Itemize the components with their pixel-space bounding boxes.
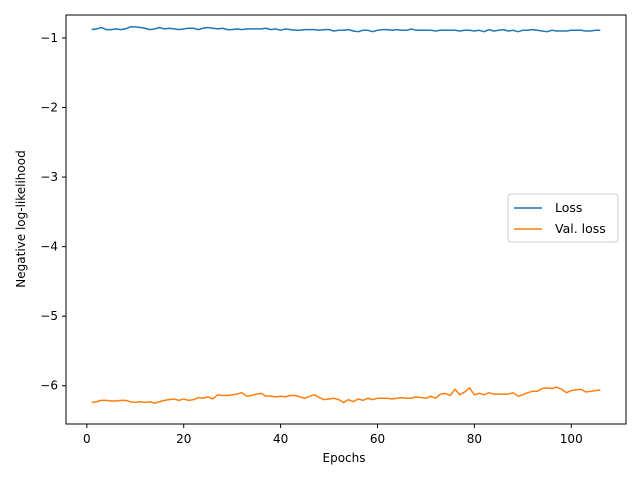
y-tick-label: −1 [40,31,58,45]
series-line-val-loss [91,386,601,404]
x-tick-label: 100 [560,432,583,446]
x-tick-label: 0 [83,432,91,446]
legend-label-val-loss: Val. loss [555,221,606,236]
series-line-loss [91,26,601,33]
x-tick-label: 40 [273,432,288,446]
x-axis: 0 20 40 60 80 100 [83,424,583,446]
plot-frame [65,14,627,425]
y-tick-label: −3 [40,170,58,184]
legend-box [507,193,619,243]
y-tick-label: −6 [40,379,58,393]
y-tick-label: −4 [40,240,58,254]
y-tick-label: −5 [40,309,58,323]
x-tick-label: 60 [370,432,385,446]
y-axis-label: Negative log-likelihood [14,150,28,287]
legend: Loss Val. loss [507,193,619,243]
x-axis-label: Epochs [323,451,366,465]
legend-label-loss: Loss [555,200,582,215]
x-tick-label: 80 [467,432,482,446]
y-axis: −1 −2 −3 −4 −5 −6 [40,31,66,393]
x-tick-label: 20 [176,432,191,446]
y-tick-label: −2 [40,101,58,115]
series-layer [91,26,601,404]
